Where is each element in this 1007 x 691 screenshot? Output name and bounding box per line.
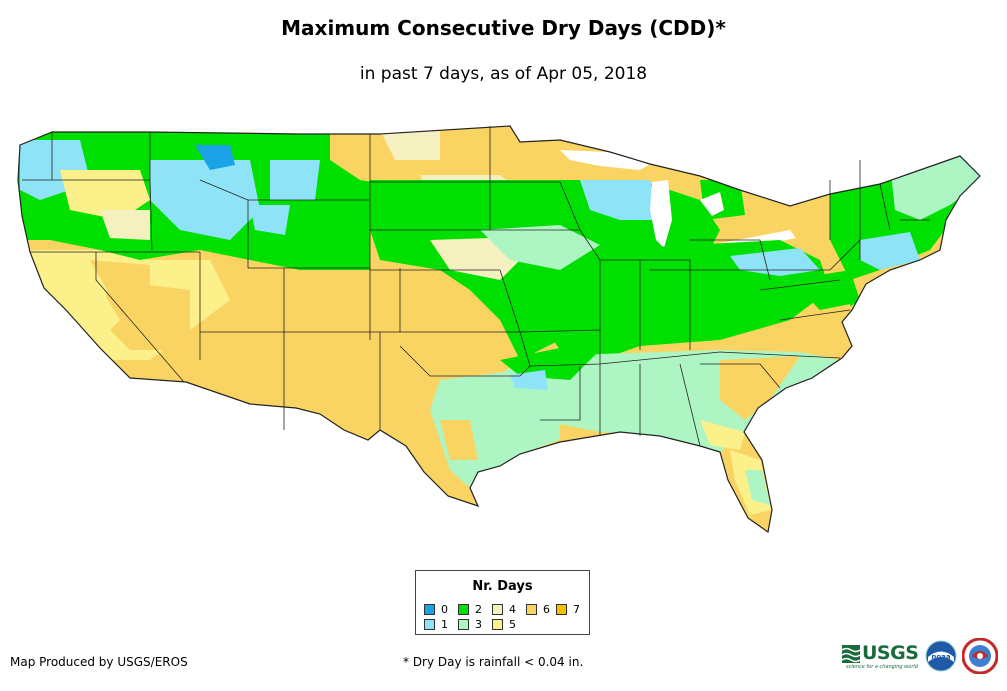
legend-label-1: 1: [441, 618, 448, 631]
legend-label-0: 0: [441, 603, 448, 616]
dry-days-shading: [18, 126, 980, 532]
nws-logo-icon: [962, 638, 998, 674]
legend-swatch-2: [458, 604, 469, 615]
legend-swatch-6: [526, 604, 537, 615]
legend-item-0: 0: [424, 603, 448, 616]
map-title: Maximum Consecutive Dry Days (CDD)*: [281, 16, 726, 40]
legend-label-3: 3: [475, 618, 482, 631]
legend-item-3: 3: [458, 618, 482, 631]
legend-item-6: 6: [526, 603, 550, 616]
legend-label-5: 5: [509, 618, 516, 631]
state-boundaries: [22, 126, 930, 447]
usgs-wordmark: USGS: [862, 642, 919, 664]
dry-day-footnote: * Dry Day is rainfall < 0.04 in.: [403, 655, 584, 669]
legend-swatch-7: [556, 604, 567, 615]
legend-item-5: 5: [492, 618, 516, 631]
legend-label-2: 2: [475, 603, 482, 616]
legend-label-6: 6: [543, 603, 550, 616]
us-outline: [17, 125, 981, 534]
noaa-wordmark: noaa: [931, 653, 951, 661]
noaa-logo-icon: noaa: [925, 640, 957, 672]
legend-item-7: 7: [556, 603, 580, 616]
us-dry-days-map: [17, 125, 981, 534]
legend-item-1: 1: [424, 618, 448, 631]
legend: Nr. Days 0 1 2 3 4 5 6 7: [415, 570, 590, 635]
legend-swatch-5: [492, 619, 503, 630]
legend-swatch-0: [424, 604, 435, 615]
legend-swatch-1: [424, 619, 435, 630]
legend-label-7: 7: [573, 603, 580, 616]
legend-label-4: 4: [509, 603, 516, 616]
map-subtitle: in past 7 days, as of Apr 05, 2018: [359, 64, 648, 84]
usgs-wave-icon: [842, 645, 860, 663]
usgs-tagline: science for a changing world: [846, 664, 918, 670]
legend-swatch-4: [492, 604, 503, 615]
usgs-logo: USGS science for a changing world: [842, 642, 920, 672]
legend-item-2: 2: [458, 603, 482, 616]
legend-swatch-3: [458, 619, 469, 630]
legend-item-4: 4: [492, 603, 516, 616]
map-credit: Map Produced by USGS/EROS: [10, 655, 188, 669]
legend-title: Nr. Days: [472, 579, 533, 594]
